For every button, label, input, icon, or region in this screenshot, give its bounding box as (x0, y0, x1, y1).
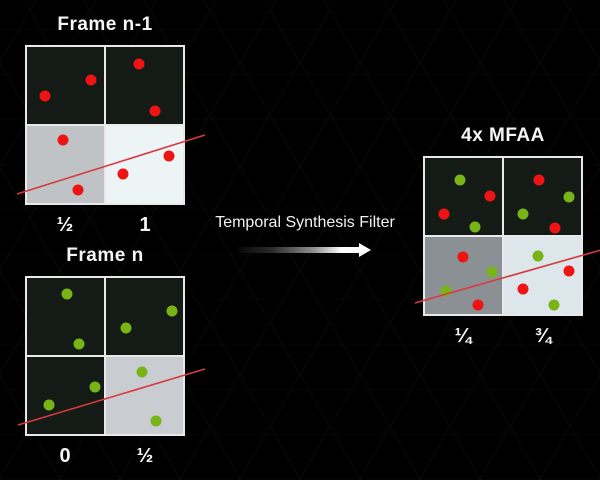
gradient-arrow-body (238, 247, 360, 253)
pixel-quadrant (425, 158, 502, 235)
pixel-quadrant (106, 47, 183, 124)
coverage-value: ½ (56, 214, 74, 236)
pixel-quadrant (27, 357, 104, 434)
pixel-grid (414, 156, 600, 316)
coverage-value: 0 (59, 445, 71, 467)
coverage-value: ¾ (534, 325, 552, 347)
pixel-quadrant (106, 357, 183, 434)
arrow-label: Temporal Synthesis Filter (215, 214, 395, 231)
panel-mfaa-result: 4x MFAA ¼ ¾ (414, 125, 600, 347)
pixel-grid (17, 276, 206, 436)
pixel-quadrant (425, 237, 502, 314)
pixel-quadrant (504, 237, 581, 314)
coverage-value: 1 (139, 214, 151, 236)
panel-title: Frame n-1 (57, 14, 153, 35)
coverage-labels: ½ 1 (25, 214, 185, 236)
panel-frame-n-1: Frame n-1 ½ 1 (16, 14, 206, 236)
coverage-labels: 0 ½ (25, 445, 185, 467)
pixel-grid (16, 45, 206, 205)
pixel-quadrant (27, 278, 104, 355)
coverage-value: ¼ (454, 325, 472, 347)
panel-title: 4x MFAA (461, 125, 545, 146)
pixel-quadrant (106, 278, 183, 355)
pixel-quadrant (27, 47, 104, 124)
pixel-quadrant (504, 158, 581, 235)
coverage-labels: ¼ ¾ (423, 325, 583, 347)
coverage-value: ½ (136, 445, 154, 467)
panel-frame-n: Frame n 0 ½ (17, 245, 206, 467)
pixel-quadrant (27, 126, 104, 203)
panel-title: Frame n (66, 245, 144, 266)
gradient-arrow-head-icon (359, 243, 371, 257)
pixel-quadrant (106, 126, 183, 203)
